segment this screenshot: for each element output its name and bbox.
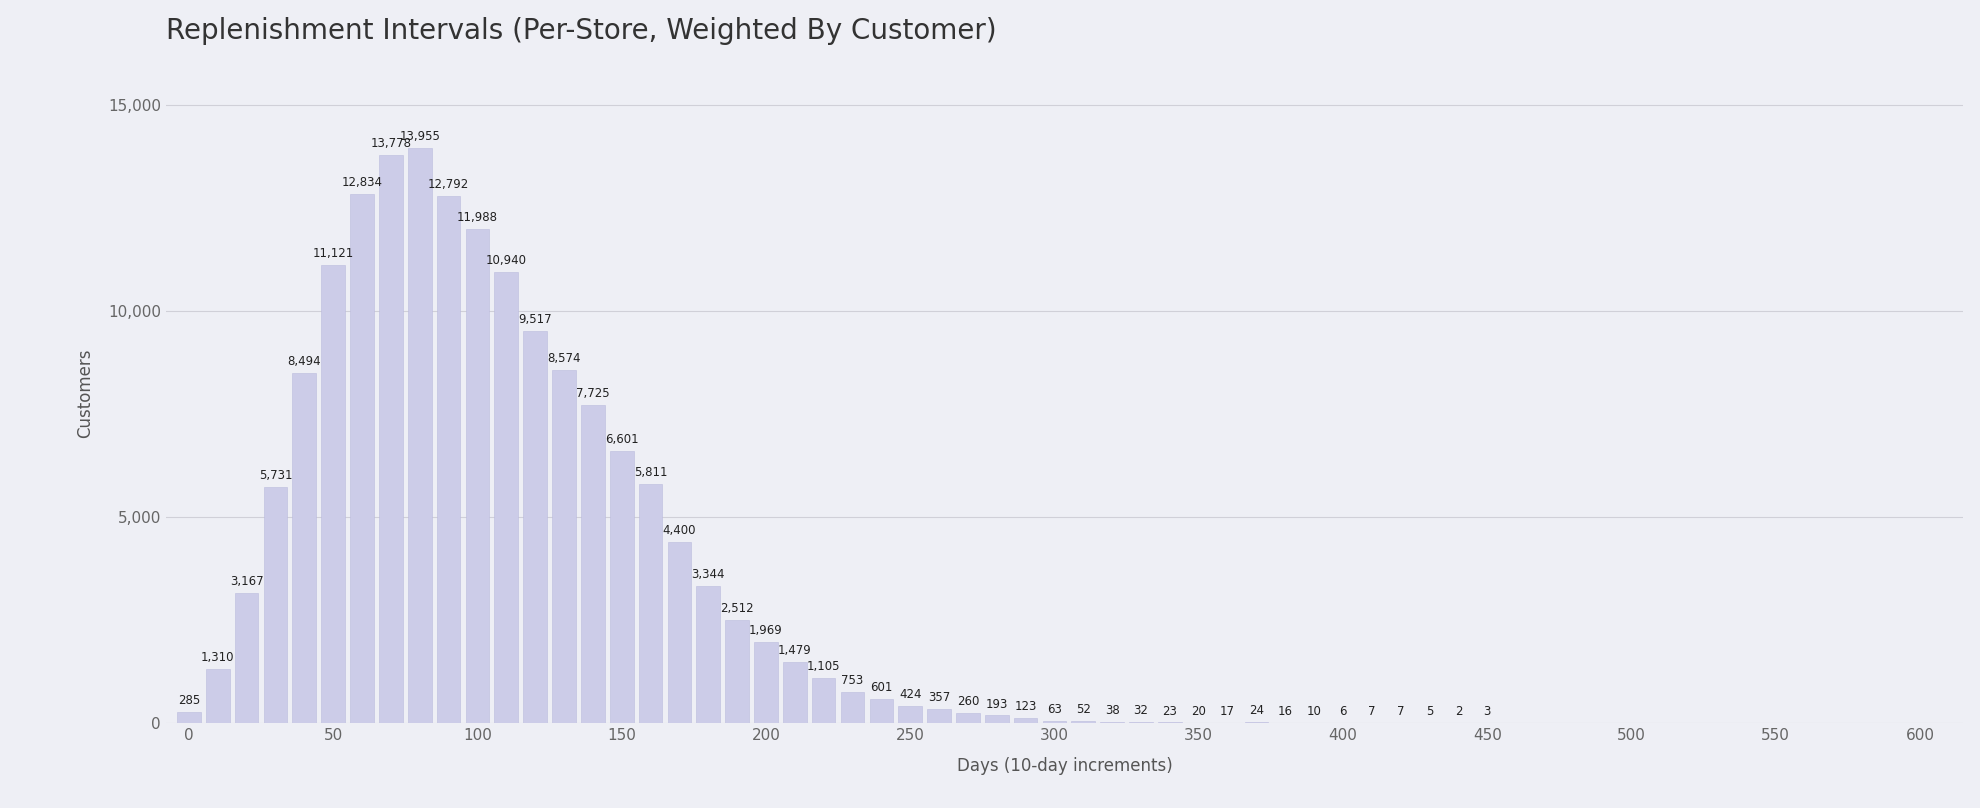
Text: 1,479: 1,479 xyxy=(778,645,812,658)
Bar xyxy=(842,692,865,723)
Text: 601: 601 xyxy=(869,680,893,694)
Text: 7: 7 xyxy=(1368,705,1376,718)
Text: 6,601: 6,601 xyxy=(604,433,638,446)
Text: 38: 38 xyxy=(1105,704,1119,717)
Bar xyxy=(378,155,402,723)
Bar xyxy=(984,715,1008,723)
Text: 8,574: 8,574 xyxy=(546,352,580,365)
Bar xyxy=(812,678,836,723)
Bar xyxy=(869,699,893,723)
Bar xyxy=(956,713,980,723)
Bar xyxy=(697,586,721,723)
Y-axis label: Customers: Customers xyxy=(75,349,95,438)
Text: Replenishment Intervals (Per-Store, Weighted By Customer): Replenishment Intervals (Per-Store, Weig… xyxy=(166,17,996,44)
Text: 12,834: 12,834 xyxy=(341,176,382,189)
Bar xyxy=(176,712,200,723)
Text: 11,988: 11,988 xyxy=(457,211,497,224)
Bar xyxy=(465,229,489,723)
Text: 5: 5 xyxy=(1426,705,1434,718)
Bar xyxy=(667,542,691,723)
Text: 16: 16 xyxy=(1277,705,1293,718)
Bar xyxy=(263,487,287,723)
Text: 753: 753 xyxy=(842,675,863,688)
Bar xyxy=(206,669,230,723)
Bar xyxy=(1158,722,1182,723)
Text: 1,105: 1,105 xyxy=(808,660,840,673)
Text: 23: 23 xyxy=(1162,705,1178,718)
Text: 24: 24 xyxy=(1249,705,1263,718)
Text: 2: 2 xyxy=(1455,705,1461,718)
Text: 12,792: 12,792 xyxy=(428,178,469,191)
Bar xyxy=(899,706,923,723)
Bar xyxy=(523,331,546,723)
Text: 5,731: 5,731 xyxy=(259,469,293,482)
Bar xyxy=(610,451,634,723)
Text: 6: 6 xyxy=(1338,705,1346,718)
Text: 7,725: 7,725 xyxy=(576,387,610,400)
Bar xyxy=(1014,718,1038,723)
Text: 8,494: 8,494 xyxy=(287,356,321,368)
Text: 5,811: 5,811 xyxy=(634,466,667,479)
Text: 3,344: 3,344 xyxy=(691,567,725,581)
Text: 123: 123 xyxy=(1014,701,1038,713)
Text: 13,955: 13,955 xyxy=(400,130,440,143)
Bar xyxy=(1043,721,1067,723)
Bar xyxy=(754,642,778,723)
Text: 1,310: 1,310 xyxy=(202,651,234,664)
Text: 32: 32 xyxy=(1135,704,1148,718)
Bar xyxy=(725,620,748,723)
Text: 4,400: 4,400 xyxy=(663,524,697,537)
Bar xyxy=(350,194,374,723)
Bar xyxy=(1129,722,1152,723)
Text: 20: 20 xyxy=(1192,705,1206,718)
Text: 13,778: 13,778 xyxy=(370,137,412,150)
Text: 424: 424 xyxy=(899,688,921,701)
Bar xyxy=(552,370,576,723)
Text: 2,512: 2,512 xyxy=(721,602,754,615)
Bar xyxy=(293,373,317,723)
Text: 11,121: 11,121 xyxy=(313,247,354,260)
Text: 7: 7 xyxy=(1398,705,1404,718)
X-axis label: Days (10-day increments): Days (10-day increments) xyxy=(956,757,1172,775)
Bar xyxy=(1101,722,1125,723)
Text: 10,940: 10,940 xyxy=(485,255,527,267)
Bar xyxy=(580,405,604,723)
Text: 52: 52 xyxy=(1075,703,1091,717)
Text: 10: 10 xyxy=(1307,705,1321,718)
Text: 193: 193 xyxy=(986,697,1008,710)
Bar xyxy=(1186,722,1210,723)
Bar xyxy=(782,663,806,723)
Bar xyxy=(438,196,461,723)
Text: 357: 357 xyxy=(929,691,950,704)
Bar xyxy=(236,593,259,723)
Text: 1,969: 1,969 xyxy=(748,625,782,638)
Bar xyxy=(927,709,950,723)
Bar xyxy=(1071,722,1095,723)
Text: 285: 285 xyxy=(178,694,200,707)
Text: 3: 3 xyxy=(1483,705,1491,718)
Text: 63: 63 xyxy=(1047,703,1061,716)
Bar xyxy=(1245,722,1269,723)
Text: 9,517: 9,517 xyxy=(519,313,552,326)
Text: 3,167: 3,167 xyxy=(230,574,263,588)
Text: 17: 17 xyxy=(1220,705,1236,718)
Bar xyxy=(408,148,432,723)
Bar xyxy=(321,265,345,723)
Bar xyxy=(495,272,519,723)
Bar xyxy=(640,484,663,723)
Text: 260: 260 xyxy=(956,695,978,708)
